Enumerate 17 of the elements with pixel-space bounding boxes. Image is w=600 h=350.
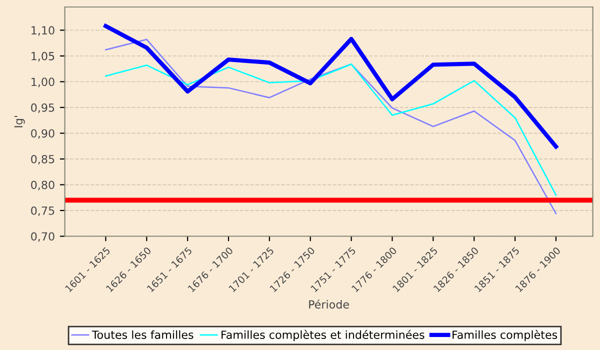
y-axis-title: Ig' xyxy=(14,116,25,128)
y-tick-label: 0,85 xyxy=(31,154,54,164)
y-tick-label: 0,80 xyxy=(31,180,54,190)
line-series xyxy=(105,38,557,214)
y-tick-label: 1,00 xyxy=(32,78,54,88)
y-tick-label: 0,95 xyxy=(31,103,54,113)
x-axis-title: Période xyxy=(309,300,349,309)
y-tick-label: 0,90 xyxy=(31,129,54,139)
y-tick-label: 1,10 xyxy=(32,26,54,36)
y-tick-label: 0,70 xyxy=(31,232,54,242)
legend-label: Toutes les familles xyxy=(92,330,194,339)
line-series xyxy=(105,63,557,196)
line-series xyxy=(104,24,558,149)
legend-label: Familles complètes xyxy=(452,330,558,342)
legend-label: Familles complètes et indéterminées xyxy=(222,330,424,342)
y-tick-label: 0,75 xyxy=(31,206,54,216)
y-tick-label: 1,05 xyxy=(32,52,54,62)
